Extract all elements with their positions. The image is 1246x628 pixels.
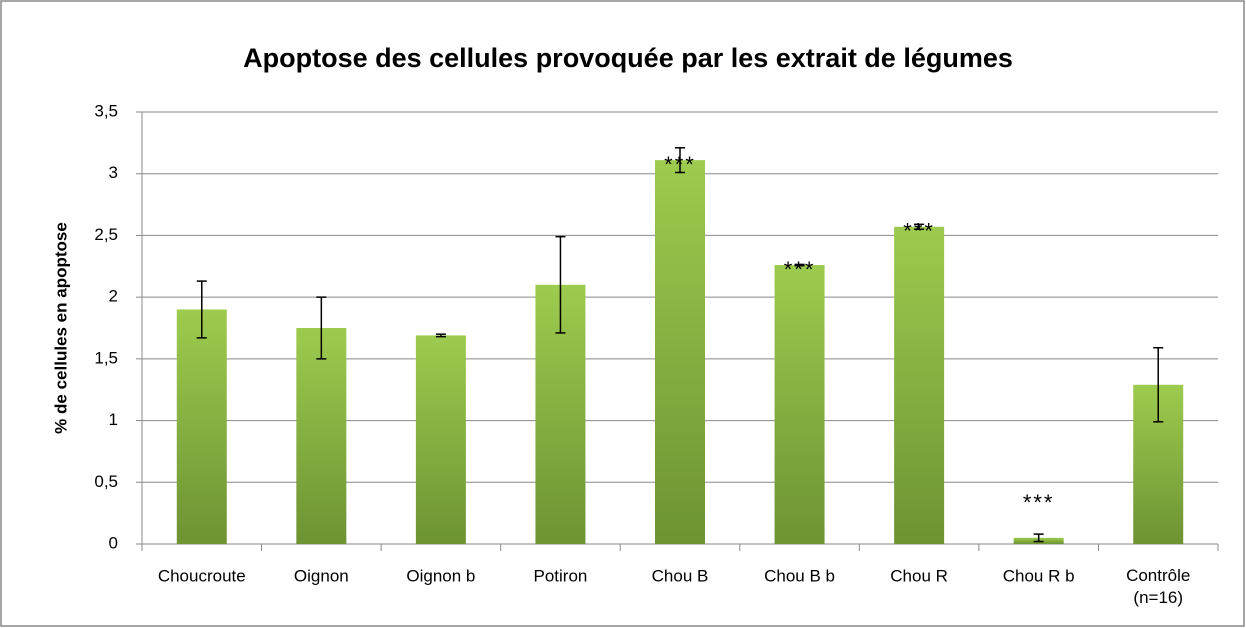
x-tick-label: Chou R b bbox=[1003, 566, 1075, 585]
error-bar bbox=[555, 235, 566, 334]
x-tick-label: Chou R bbox=[890, 566, 948, 585]
y-tick-label: 3,5 bbox=[94, 101, 118, 120]
error-bar bbox=[1033, 533, 1044, 543]
y-tick-label: 0,5 bbox=[94, 472, 118, 491]
y-tick-label: 0 bbox=[109, 533, 118, 552]
error-bar bbox=[316, 296, 327, 360]
error-bar bbox=[794, 263, 805, 267]
bar bbox=[296, 328, 347, 544]
bar bbox=[774, 265, 825, 544]
x-tick-label: Chou B b bbox=[764, 566, 835, 585]
x-tick-label: Oignon b bbox=[406, 566, 475, 585]
x-tick-label: Chou B bbox=[652, 566, 709, 585]
y-tick-label: 1,5 bbox=[94, 348, 118, 367]
significance-label: *** bbox=[784, 257, 816, 282]
y-tick-label: 2,5 bbox=[94, 225, 118, 244]
x-tick-label: Contrôle (n=16) bbox=[1126, 566, 1190, 607]
bar bbox=[176, 309, 227, 544]
y-axis-label: % de cellules en apoptose bbox=[51, 222, 70, 434]
y-tick-label: 1 bbox=[109, 410, 118, 429]
y-tick-label: 3 bbox=[109, 163, 118, 182]
x-tick-label: Choucroute bbox=[158, 566, 246, 585]
bar bbox=[415, 335, 466, 544]
error-bar bbox=[196, 280, 207, 339]
bar bbox=[655, 160, 705, 544]
y-tick-label: 2 bbox=[109, 287, 118, 306]
error-bar bbox=[675, 147, 685, 174]
bar bbox=[894, 226, 945, 544]
error-bar bbox=[1153, 346, 1164, 423]
error-bar bbox=[914, 223, 925, 231]
x-tick-label: Oignon bbox=[294, 566, 349, 585]
error-bar bbox=[435, 333, 446, 338]
chart-title: Apoptose des cellules provoquée par les … bbox=[243, 43, 1013, 73]
significance-label: *** bbox=[903, 219, 935, 244]
significance-label: *** bbox=[664, 152, 696, 177]
significance-label: *** bbox=[1023, 490, 1055, 515]
x-tick-label: Potiron bbox=[534, 566, 588, 585]
